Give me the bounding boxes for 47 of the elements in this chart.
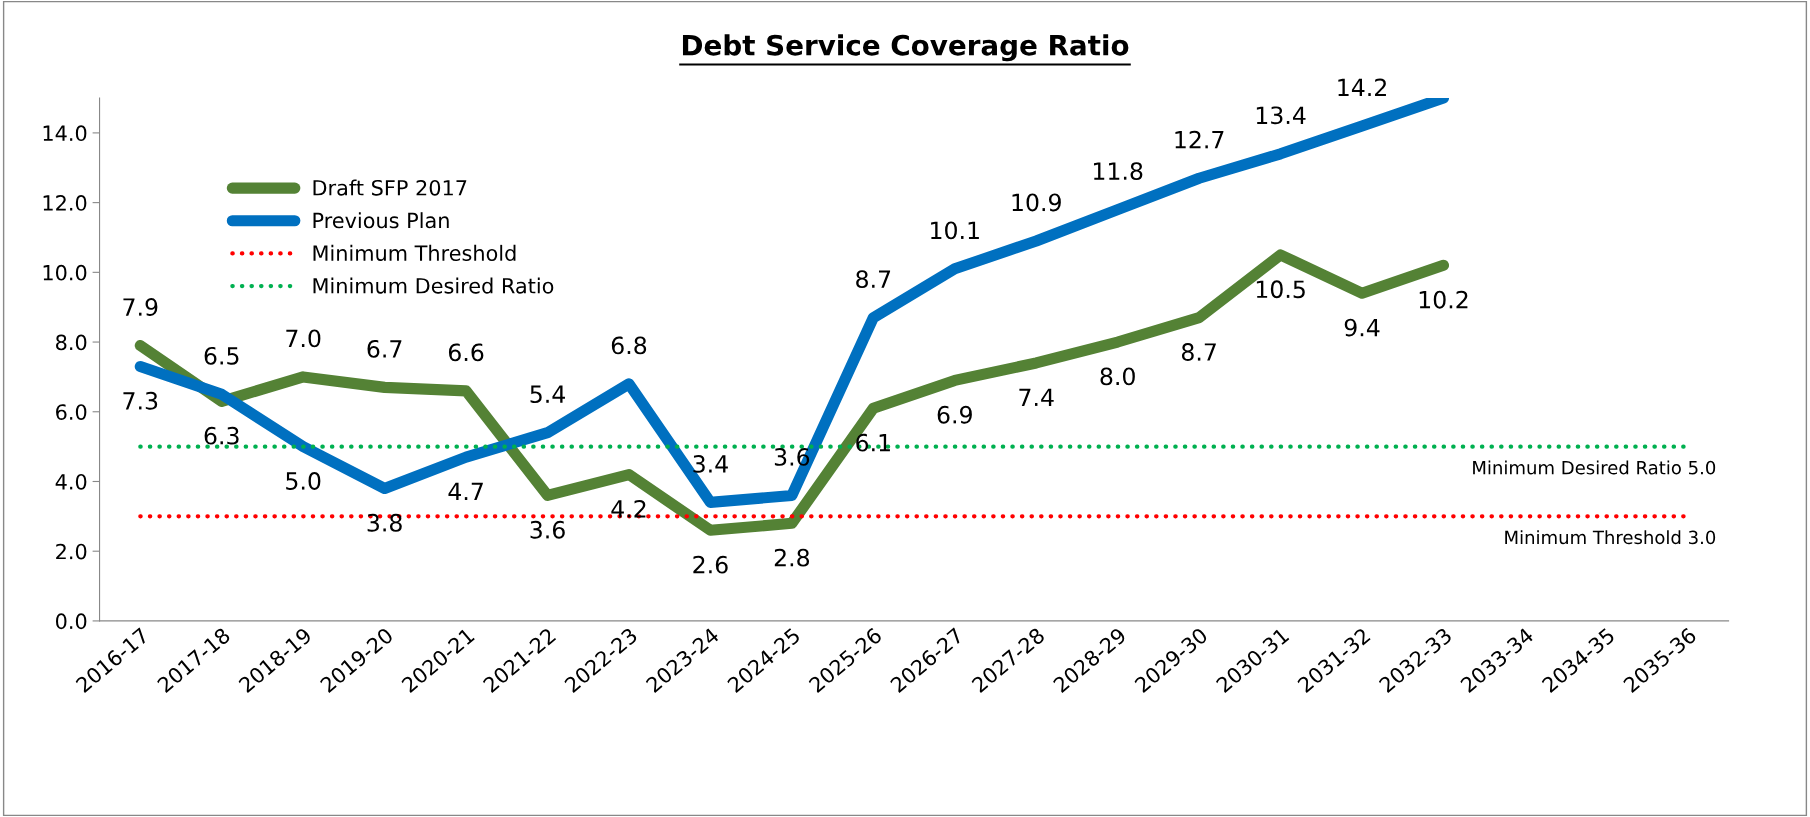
data-label: 2.6 [693, 555, 728, 574]
data-label: 4.7 [448, 482, 483, 501]
data-label: 6.9 [937, 405, 972, 424]
data-label: 6.7 [367, 339, 402, 358]
data-label: 7.9 [123, 298, 158, 316]
data-label: 8.7 [856, 270, 891, 289]
y-tick-label: 8.0 [56, 334, 87, 351]
data-label: 2.8 [774, 548, 810, 567]
legend-label: Minimum Threshold [313, 244, 516, 261]
data-label: 6.3 [204, 426, 239, 445]
data-label: 5.0 [286, 472, 321, 490]
y-tick-label: 4.0 [55, 473, 87, 490]
y-tick-label: 10.0 [43, 264, 87, 281]
data-label: 8.7 [1181, 343, 1216, 361]
data-label: 6.6 [448, 343, 484, 362]
chart-title: Debt Service Coverage Ratio [682, 34, 1129, 62]
y-tick-label: 6.0 [56, 404, 87, 420]
y-tick-label: 0.0 [55, 613, 87, 630]
data-label: 4.2 [611, 499, 646, 518]
annotation: Minimum Desired Ratio 5.0 [1473, 460, 1716, 475]
data-label: 3.6 [530, 520, 565, 539]
data-label: 8.0 [1100, 367, 1135, 386]
data-label: 6.5 [204, 346, 239, 365]
data-label: 10.5 [1256, 280, 1305, 299]
data-label: 3.4 [693, 454, 728, 473]
data-label: 3.8 [367, 513, 402, 532]
data-label: 5.4 [530, 385, 565, 404]
data-label: 6.1 [856, 433, 890, 452]
data-label: 14.2 [1338, 78, 1386, 97]
y-tick-label: 14.0 [43, 125, 87, 142]
data-label: 10.1 [931, 221, 979, 240]
data-label: 6.8 [611, 336, 647, 355]
y-tick-label: 2.0 [56, 543, 87, 560]
legend-label: Minimum Desired Ratio [313, 277, 554, 294]
y-tick-label: 12.0 [43, 195, 87, 211]
data-label: 12.7 [1175, 130, 1224, 149]
data-label: 9.4 [1344, 318, 1380, 337]
legend-label: Draft SFP 2017 [313, 179, 467, 196]
data-label: 7.4 [1019, 388, 1054, 406]
legend-label: Previous Plan [313, 212, 449, 229]
data-label: 11.8 [1093, 162, 1143, 181]
data-label: 10.2 [1419, 290, 1468, 309]
annotation: Minimum Threshold 3.0 [1505, 530, 1716, 545]
data-label: 7.0 [286, 329, 321, 348]
data-label: 10.9 [1012, 193, 1061, 212]
data-label: 7.3 [123, 391, 158, 410]
data-label: 13.4 [1256, 106, 1306, 125]
